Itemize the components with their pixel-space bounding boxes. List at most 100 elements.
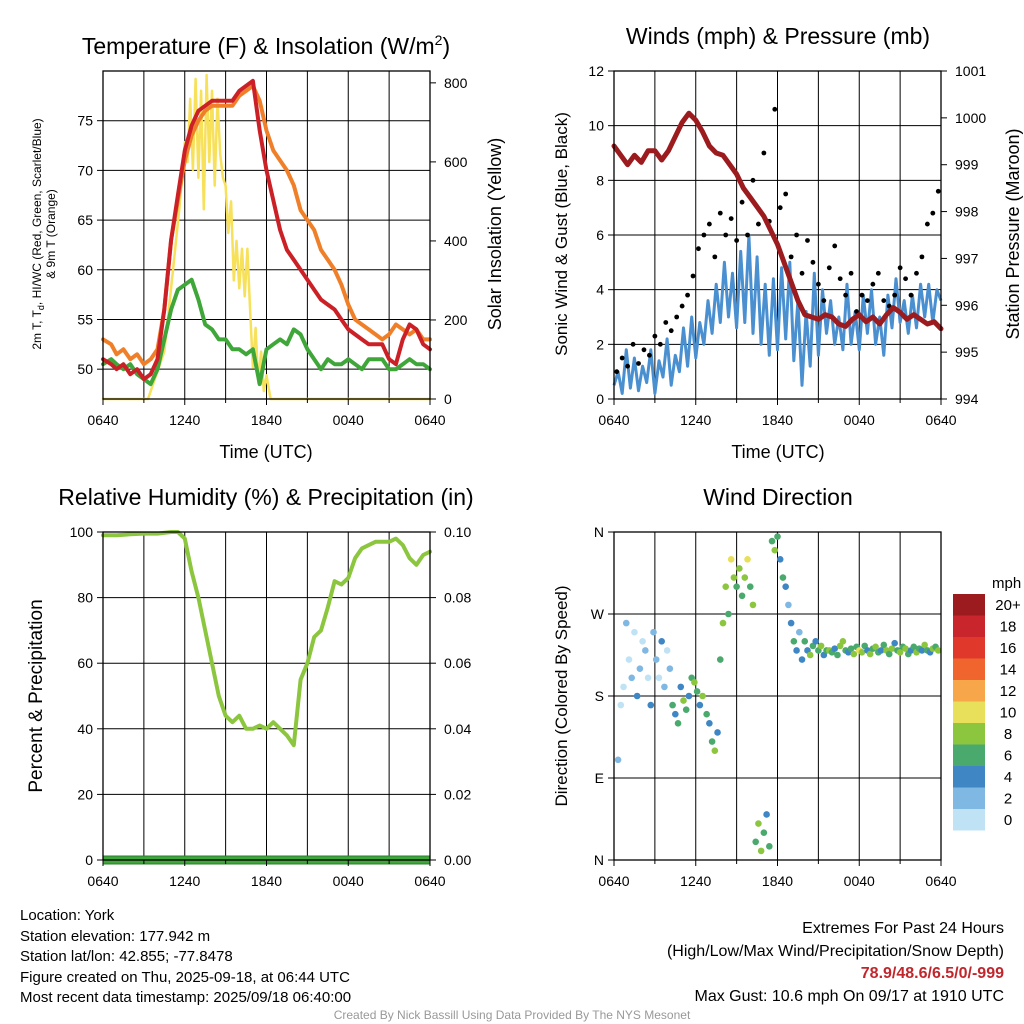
- direction-point: [680, 697, 687, 704]
- direction-point: [682, 706, 690, 713]
- gust-point: [783, 191, 789, 197]
- speed-legend-label: 18: [1000, 619, 1017, 636]
- winds-xtick-label: 0640: [598, 412, 629, 428]
- gust-point: [815, 281, 821, 287]
- humidity-ytick-label: 40: [77, 721, 93, 737]
- speed-legend-swatch: [953, 809, 985, 831]
- winds-y2tick-label: 998: [955, 204, 979, 220]
- direction-point: [891, 639, 898, 647]
- gust-point: [892, 292, 898, 298]
- direction-point: [847, 645, 855, 652]
- gust-point: [706, 221, 712, 227]
- direction-point: [757, 847, 765, 855]
- temperature-panel-y2label: Solar Insolation (Yellow): [485, 138, 505, 330]
- wind-direction-xtick-label: 0640: [925, 873, 956, 889]
- speed-legend-label: 4: [1004, 769, 1012, 786]
- direction-point: [768, 537, 776, 545]
- gust-point: [799, 270, 805, 276]
- speed-legend-label: 6: [1004, 748, 1012, 765]
- humidity-xtick-label: 0640: [414, 873, 445, 889]
- gust-point: [701, 232, 707, 238]
- speed-legend-title: mph: [992, 575, 1021, 592]
- gust-point: [859, 292, 865, 298]
- direction-point: [708, 738, 716, 745]
- speed-legend-swatch: [953, 637, 985, 659]
- direction-point: [674, 720, 682, 727]
- humidity-panel: Relative Humidity (%) & Precipitation (i…: [26, 484, 474, 889]
- direction-point: [817, 642, 825, 650]
- winds-y2tick-label: 1000: [955, 110, 986, 126]
- direction-point: [834, 651, 841, 659]
- speed-legend-swatch: [953, 594, 985, 616]
- svg-text:2m T, Td, HI/WC (Red, Green, S: 2m T, Td, HI/WC (Red, Green, Scarlet/Blu…: [30, 118, 46, 349]
- gust-point: [739, 199, 745, 205]
- wind-direction-panel-title: Wind Direction: [703, 484, 853, 510]
- winds-panel-xlabel: Time (UTC): [731, 442, 824, 462]
- direction-point: [647, 701, 655, 709]
- gust-point: [750, 177, 756, 183]
- direction-point: [763, 811, 770, 818]
- winds-xtick-label: 0640: [925, 412, 956, 428]
- most-recent-data: Most recent data timestamp: 2025/09/18 0…: [20, 989, 352, 1006]
- temperature-xtick-label: 1840: [251, 412, 282, 428]
- humidity-y2tick-label: 0.02: [444, 786, 471, 802]
- temperature-xtick-label: 0640: [87, 412, 118, 428]
- direction-point: [706, 720, 713, 727]
- speed-legend-label: 16: [1000, 640, 1017, 657]
- direction-point: [779, 574, 787, 581]
- wind-direction-ytick-label: N: [594, 852, 604, 868]
- direction-point: [655, 674, 663, 682]
- direction-point: [714, 729, 721, 736]
- station-latlon: Station lat/lon: 42.855; -77.8478: [20, 948, 233, 965]
- gust-point: [630, 341, 636, 347]
- direction-point: [650, 628, 657, 636]
- gust-point: [696, 246, 701, 252]
- direction-point: [614, 756, 622, 764]
- speed-legend-swatch: [953, 787, 985, 809]
- direction-point: [733, 583, 740, 590]
- station-info: Location: York Station elevation: 177.94…: [20, 906, 351, 1009]
- temperature-ytick-label: 60: [77, 262, 93, 278]
- svg-text:& 9m T (Orange): & 9m T (Orange): [44, 189, 58, 279]
- gust-point: [647, 352, 652, 358]
- temperature-panel-ylabel: 2m T, Td, HI/WC (Red, Green, Scarlet/Blu…: [30, 118, 58, 349]
- humidity-xtick-label: 1240: [169, 873, 200, 889]
- direction-point: [652, 656, 660, 663]
- gust-point: [652, 333, 658, 339]
- gust-point: [821, 298, 827, 303]
- direction-point: [934, 647, 942, 654]
- max-gust: Max Gust: 10.6 mph On 09/17 at 1910 UTC: [694, 987, 1005, 1005]
- winds-y2tick-label: 995: [955, 344, 979, 360]
- gust-point: [668, 328, 674, 334]
- winds-ytick-label: 0: [596, 391, 604, 407]
- credit-line: Created By Nick Bassill Using Data Provi…: [333, 1008, 691, 1022]
- direction-point: [798, 656, 806, 663]
- direction-point: [631, 628, 638, 636]
- winds-ytick-label: 10: [588, 118, 604, 134]
- direction-point: [755, 820, 762, 827]
- direction-point: [642, 647, 649, 654]
- direction-point: [738, 592, 746, 600]
- direction-point: [760, 829, 768, 836]
- speed-legend-swatch: [953, 615, 985, 637]
- gust-point: [837, 276, 843, 282]
- direction-point: [741, 574, 749, 581]
- temperature-ytick-label: 50: [77, 361, 93, 377]
- gust-point: [734, 238, 740, 243]
- direction-point: [658, 638, 665, 645]
- direction-point: [693, 688, 701, 695]
- winds-panel-title: Winds (mph) & Pressure (mb): [626, 23, 930, 49]
- direction-point: [661, 683, 668, 691]
- temperature-y2tick-label: 0: [444, 391, 452, 407]
- temperature-y2tick-label: 400: [444, 233, 468, 249]
- gust-point: [903, 276, 908, 282]
- direction-point: [744, 556, 751, 563]
- humidity-panel-ylabel: Percent & Precipitation: [26, 599, 47, 792]
- humidity-y2tick-label: 0.06: [444, 655, 471, 671]
- direction-point: [725, 610, 732, 618]
- gust-point: [777, 205, 783, 211]
- direction-point: [691, 679, 698, 686]
- winds-y2tick-label: 994: [955, 391, 979, 407]
- extremes-info: Extremes For Past 24 Hours (High/Low/Max…: [667, 918, 1004, 1008]
- direction-point: [730, 574, 738, 581]
